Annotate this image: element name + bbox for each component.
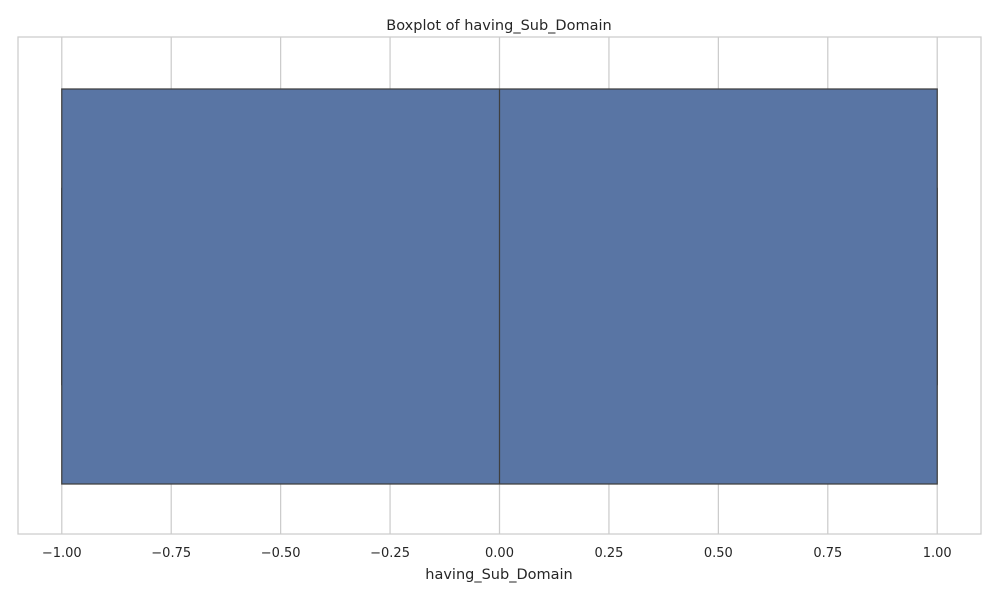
- x-tick-labels: −1.00 −0.75 −0.50 −0.25 0.00 0.25 0.50 0.75 1.00: [42, 546, 952, 561]
- box-group: [61, 88, 938, 485]
- plot-frame: [17, 36, 982, 535]
- x-axis-label: having_Sub_Domain: [425, 567, 572, 583]
- x-tick-label: 0.25: [594, 546, 623, 561]
- x-tick-label: −1.00: [42, 546, 82, 561]
- x-tick-label: 1.00: [923, 546, 952, 561]
- x-tick-label: −0.25: [370, 546, 410, 561]
- x-tick-label: 0.75: [813, 546, 842, 561]
- chart-title: Boxplot of having_Sub_Domain: [386, 18, 611, 34]
- x-tick-label: 0.50: [704, 546, 733, 561]
- x-tick-label: −0.75: [151, 546, 191, 561]
- x-tick-label: −0.50: [261, 546, 301, 561]
- x-tick-label: 0.00: [485, 546, 514, 561]
